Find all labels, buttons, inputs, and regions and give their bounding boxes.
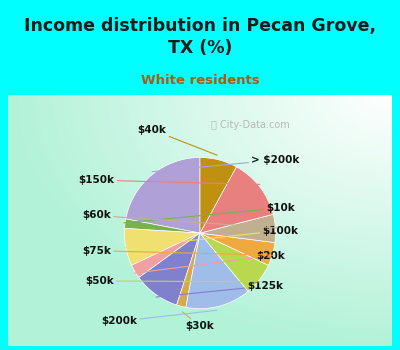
Text: $100k: $100k xyxy=(125,226,299,248)
Text: ⓘ City-Data.com: ⓘ City-Data.com xyxy=(211,120,290,130)
Text: $30k: $30k xyxy=(182,312,214,331)
Text: $75k: $75k xyxy=(82,246,274,256)
Text: $20k: $20k xyxy=(134,251,285,273)
Text: White residents: White residents xyxy=(141,74,259,87)
Text: $200k: $200k xyxy=(101,310,217,326)
Wedge shape xyxy=(186,233,248,309)
Text: > $200k: > $200k xyxy=(152,155,300,172)
Text: $10k: $10k xyxy=(124,203,295,223)
Text: $40k: $40k xyxy=(138,125,217,155)
Wedge shape xyxy=(177,233,200,307)
Text: Income distribution in Pecan Grove,
TX (%): Income distribution in Pecan Grove, TX (… xyxy=(24,17,376,57)
Wedge shape xyxy=(200,233,268,291)
Wedge shape xyxy=(124,228,200,265)
Wedge shape xyxy=(132,233,200,278)
Wedge shape xyxy=(124,219,200,233)
Wedge shape xyxy=(200,167,273,233)
Wedge shape xyxy=(200,158,236,233)
Wedge shape xyxy=(200,233,275,265)
Text: $60k: $60k xyxy=(82,210,276,228)
Text: $125k: $125k xyxy=(156,281,284,297)
Wedge shape xyxy=(139,233,200,305)
Text: $50k: $50k xyxy=(85,276,260,286)
Wedge shape xyxy=(200,214,276,243)
Text: $150k: $150k xyxy=(79,175,260,185)
Wedge shape xyxy=(126,158,200,233)
